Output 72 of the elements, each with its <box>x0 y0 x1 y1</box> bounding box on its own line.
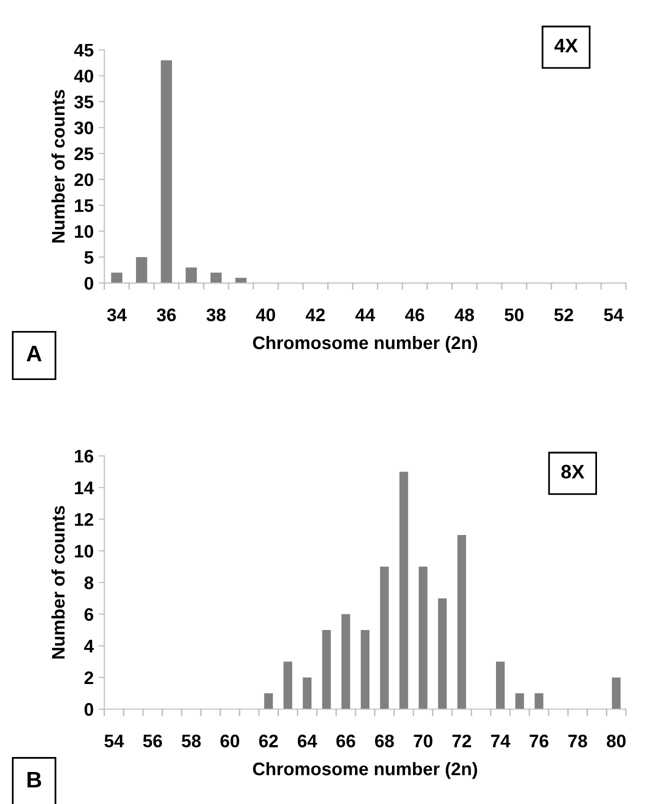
x-tick-label: 72 <box>452 734 472 748</box>
x-tick-label: 40 <box>256 308 276 322</box>
y-tick-label: 8 <box>84 576 94 590</box>
bar <box>418 566 428 710</box>
bar <box>438 598 447 710</box>
x-tick-label: 66 <box>336 734 356 748</box>
x-tick-label: 38 <box>206 308 226 322</box>
y-tick-label: 40 <box>74 70 94 82</box>
y-tick-label: 20 <box>74 173 94 186</box>
y-tick-label: 25 <box>74 147 94 160</box>
y-axis-title: Number of counts <box>51 90 65 242</box>
y-tick-label: 2 <box>84 671 94 684</box>
x-tick-label: 44 <box>355 308 376 322</box>
bar <box>341 614 350 710</box>
x-tick-label: 70 <box>414 734 432 748</box>
y-tick-label: 30 <box>74 122 94 134</box>
x-tick-label: 74 <box>491 734 510 748</box>
bar <box>534 693 544 710</box>
x-tick-label: 78 <box>568 734 588 748</box>
y-tick-label: 15 <box>74 199 94 212</box>
bar <box>496 662 505 710</box>
x-tick-label: 50 <box>504 308 524 322</box>
x-tick-label: 46 <box>405 308 424 322</box>
y-tick-label: 4 <box>84 640 94 652</box>
text: B <box>28 772 42 788</box>
x-tick-label: 80 <box>606 734 626 748</box>
annotation: 4X <box>554 38 578 52</box>
bar <box>360 630 370 710</box>
x-tick-label: 52 <box>554 308 574 322</box>
x-tick-label: 68 <box>375 734 394 748</box>
x-axis-title: Chromosome number (2n) <box>253 336 478 353</box>
x-tick-label: 76 <box>530 734 548 748</box>
x-tick-label: 56 <box>143 734 162 748</box>
x-tick-label: 36 <box>156 308 176 322</box>
x-tick-label: 60 <box>220 734 240 748</box>
bar <box>160 60 172 284</box>
x-tick-label: 42 <box>306 308 325 322</box>
x-tick-label: 54 <box>604 308 624 322</box>
bar <box>380 566 389 710</box>
y-tick-label: 10 <box>74 544 94 558</box>
text: A <box>26 346 42 362</box>
x-tick-label: 54 <box>104 734 124 748</box>
bar <box>302 677 312 710</box>
bar <box>136 257 148 284</box>
y-tick-label: 0 <box>84 276 94 290</box>
bar <box>457 535 466 710</box>
bar <box>186 267 197 284</box>
x-tick-label: 34 <box>107 308 127 322</box>
x-axis-title: Chromosome number (2n) <box>253 762 478 779</box>
y-tick-label: 12 <box>74 513 94 526</box>
y-tick-label: 0 <box>84 703 94 716</box>
bar <box>111 272 122 284</box>
bar <box>322 630 331 710</box>
y-tick-label: 45 <box>74 44 94 57</box>
bar <box>399 472 408 710</box>
y-tick-label: 5 <box>84 251 94 264</box>
bar <box>210 272 222 284</box>
annotation: 8X <box>561 464 584 479</box>
y-tick-label: 16 <box>74 450 94 463</box>
y-tick-label: 6 <box>84 608 94 621</box>
bar <box>284 662 292 710</box>
x-tick-label: 58 <box>182 734 201 748</box>
bar <box>264 693 273 710</box>
bar <box>612 677 621 710</box>
x-tick-label: 64 <box>298 734 318 748</box>
y-axis-title: Number of counts <box>51 506 65 659</box>
x-tick-label: 62 <box>259 734 278 748</box>
y-tick-label: 14 <box>74 482 94 494</box>
x-tick-label: 48 <box>454 308 474 322</box>
y-tick-label: 10 <box>74 225 94 238</box>
y-tick-label: 35 <box>74 96 94 108</box>
bar <box>515 693 524 710</box>
